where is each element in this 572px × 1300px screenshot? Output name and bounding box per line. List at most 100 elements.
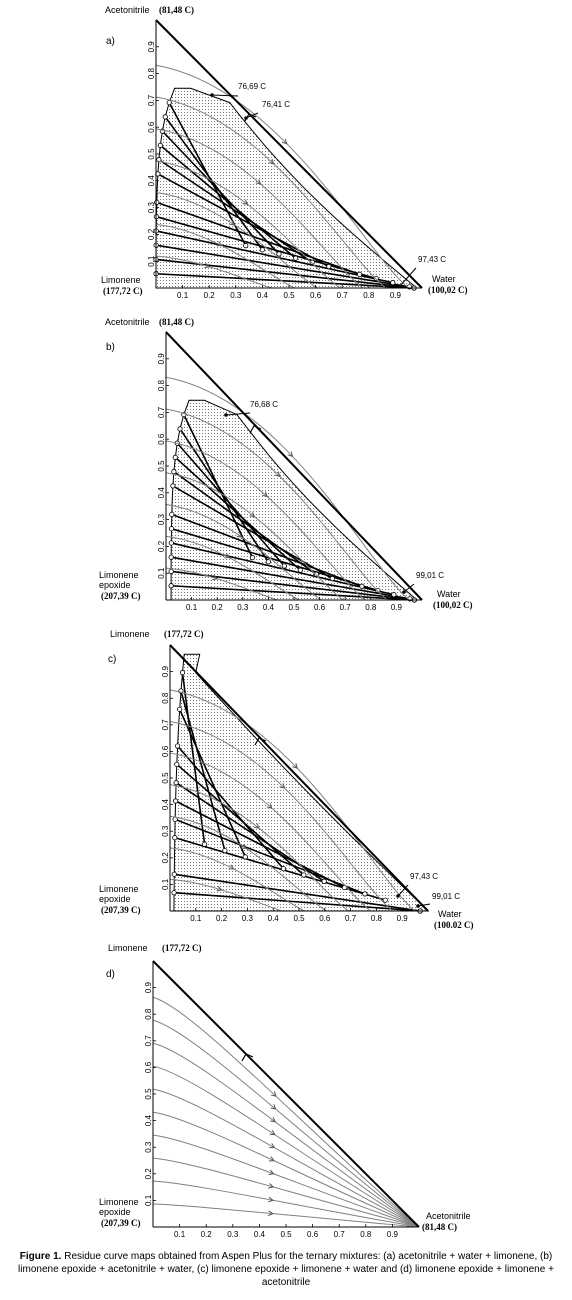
- y-tick-label: 0.7: [157, 406, 166, 418]
- y-tick-label: 0.8: [157, 379, 166, 391]
- tie-line: [171, 584, 415, 601]
- top-vertex-temp: (177,72 C): [162, 943, 202, 953]
- equilibrium-point: [172, 798, 179, 804]
- y-tick-label: 0.2: [157, 540, 166, 552]
- y-tick-label: 0.6: [147, 121, 156, 133]
- x-tick-label: 0.7: [345, 914, 357, 923]
- tie-line: [181, 672, 206, 845]
- right-vertex-temp: (100,02 C): [433, 600, 473, 610]
- y-tick-label: 0.9: [157, 353, 166, 365]
- azeotrope-pointer: [397, 884, 409, 897]
- equilibrium-point: [329, 575, 335, 582]
- x-tick-label: 0.8: [365, 603, 377, 612]
- azeotrope-point: [402, 590, 406, 594]
- tie-line: [172, 485, 333, 580]
- y-tick-label: 0.7: [161, 719, 170, 731]
- curve-arrow: [255, 179, 262, 185]
- x-tick-label: 0.6: [319, 914, 331, 923]
- y-tick-label: 0.4: [147, 175, 156, 187]
- left-vertex-name: epoxide: [99, 580, 131, 590]
- two-phase-region: [170, 399, 419, 601]
- curve-arrow: [249, 511, 256, 518]
- curve-arrow: [268, 158, 275, 165]
- x-tick-label: 0.1: [190, 914, 202, 923]
- hypotenuse-arrow: [241, 1053, 254, 1062]
- curve-arrow: [281, 138, 288, 145]
- equilibrium-point: [172, 454, 178, 460]
- residue-curve: [152, 1203, 420, 1228]
- equilibrium-point: [359, 583, 365, 589]
- curve-arrow: [241, 843, 248, 849]
- x-tick-label: 0.3: [242, 914, 254, 923]
- x-tick-label: 0.3: [237, 603, 249, 612]
- left-vertex-temp: (207,39 C): [101, 905, 141, 915]
- azeotrope-pointer: [399, 267, 417, 287]
- equilibrium-point: [321, 878, 327, 884]
- x-tick-label: 0.1: [186, 603, 198, 612]
- left-vertex-name: epoxide: [99, 894, 131, 904]
- equilibrium-point: [391, 592, 397, 598]
- residue-curve: [152, 1180, 420, 1228]
- y-tick-label: 0.9: [147, 41, 156, 53]
- x-tick-label: 0.2: [216, 914, 228, 923]
- tie-line: [173, 891, 421, 912]
- curve-arrow: [212, 574, 219, 581]
- equilibrium-point: [162, 114, 168, 120]
- residue-curve: [169, 720, 394, 912]
- x-tick-label: 0.2: [204, 291, 216, 300]
- y-tick-label: 0.1: [147, 255, 156, 267]
- caption-label: Figure 1.: [19, 1251, 62, 1262]
- y-tick-label: 0.9: [144, 981, 153, 993]
- curve-arrow: [270, 1104, 277, 1110]
- x-tick-label: 0.5: [280, 1230, 292, 1239]
- x-tick-label: 0.7: [340, 603, 352, 612]
- x-tick-label: 0.5: [283, 291, 295, 300]
- equilibrium-point: [326, 263, 332, 270]
- y-tick-label: 0.4: [161, 798, 170, 810]
- tie-line: [171, 570, 415, 601]
- equilibrium-point: [259, 247, 265, 253]
- x-tick-label: 0.5: [288, 603, 300, 612]
- residue-curve: [155, 64, 410, 289]
- residue-curve: [155, 223, 295, 289]
- tie-line: [155, 244, 410, 288]
- curve-arrow: [216, 241, 223, 247]
- panel-tag: c): [108, 654, 116, 665]
- residue-curve: [165, 408, 388, 601]
- curve-arrow: [204, 262, 211, 269]
- equilibrium-point: [280, 866, 287, 872]
- y-tick-label: 0.5: [144, 1088, 153, 1100]
- equilibrium-point: [172, 835, 178, 841]
- x-tick-label: 0.4: [263, 603, 275, 612]
- residue-curve: [155, 255, 273, 289]
- top-vertex-name: Limonene: [108, 943, 148, 953]
- equilibrium-point: [356, 271, 363, 277]
- y-tick-label: 0.7: [147, 94, 156, 106]
- equilibrium-point: [166, 100, 172, 106]
- y-tick-label: 0.3: [147, 201, 156, 213]
- x-tick-label: 0.3: [227, 1230, 239, 1239]
- equilibrium-point: [292, 255, 299, 261]
- equilibrium-point: [168, 554, 174, 560]
- equilibrium-point: [168, 540, 174, 546]
- panel-tag: a): [106, 36, 115, 47]
- y-tick-label: 0.6: [144, 1061, 153, 1073]
- two-phase-region: [155, 87, 419, 289]
- y-tick-label: 0.5: [157, 460, 166, 472]
- x-tick-label: 0.1: [174, 1230, 186, 1239]
- x-tick-label: 0.8: [363, 291, 375, 300]
- curve-arrow: [266, 803, 273, 809]
- residue-curve: [169, 689, 416, 912]
- residue-curve: [169, 815, 327, 912]
- equilibrium-point: [249, 555, 255, 561]
- equilibrium-point: [201, 841, 208, 847]
- x-tick-label: 0.5: [293, 914, 305, 923]
- curve-arrow: [229, 220, 236, 226]
- x-tick-label: 0.6: [307, 1230, 319, 1239]
- equilibrium-point: [382, 897, 388, 903]
- equilibrium-point: [313, 571, 319, 577]
- curve-arrow: [268, 1156, 275, 1162]
- azeotrope-pointer: [245, 112, 259, 119]
- residue-curve: [169, 752, 372, 912]
- residue-curve: [155, 128, 364, 289]
